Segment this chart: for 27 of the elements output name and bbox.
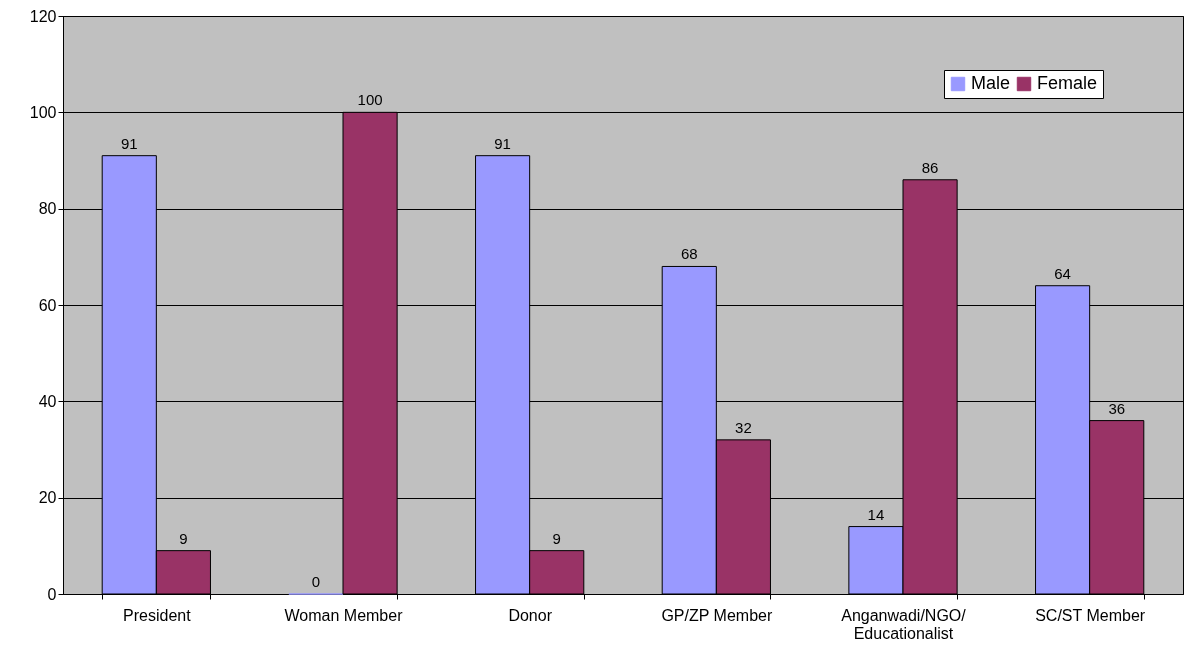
y-tick-label: 20 (38, 489, 57, 507)
legend-label: Male (971, 73, 1011, 93)
legend-label: Female (1037, 73, 1098, 93)
y-tick-label: 60 (38, 296, 57, 314)
x-tick-label: GP/ZP Member (661, 606, 773, 624)
data-label: 91 (120, 134, 138, 152)
y-tick-label: 100 (29, 103, 57, 121)
data-label: 91 (494, 134, 511, 152)
x-tick-label: Anganwadi/NGO/ Educationalist (841, 606, 967, 642)
y-tick-label: 40 (38, 392, 57, 410)
y-tick-label: 0 (47, 585, 57, 603)
x-tick-label: SC/ST Member (1035, 606, 1146, 624)
x-tick-label: Donor (508, 606, 553, 624)
data-label: 36 (1108, 399, 1126, 417)
data-label: 100 (357, 91, 383, 109)
data-label: 86 (921, 158, 939, 176)
data-label: 68 (680, 245, 698, 263)
x-tick-label: Woman Member (284, 606, 404, 624)
y-tick-label: 80 (38, 200, 57, 218)
data-label: 9 (179, 529, 188, 547)
y-tick-label: 120 (29, 7, 57, 25)
x-tick-label: President (123, 606, 192, 624)
data-label: 9 (552, 529, 561, 547)
data-label: 64 (1054, 264, 1071, 282)
data-label: 14 (867, 505, 885, 523)
data-label: 0 (311, 573, 321, 590)
data-label: 32 (735, 418, 752, 436)
